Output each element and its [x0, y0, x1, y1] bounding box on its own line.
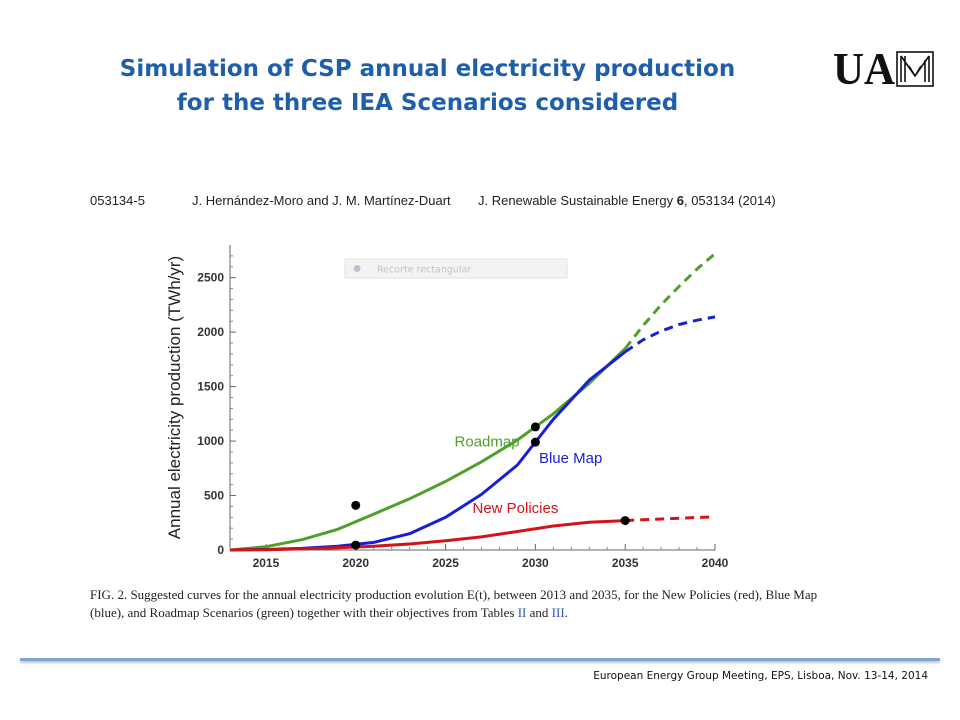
paper-article-id: 053134-5	[90, 193, 145, 208]
chart-series-labels: Roadmap Blue Map New Policies	[455, 434, 603, 517]
electricity-production-chart: Recorte rectangular 0 500 1000 1500 2000 2500…	[165, 245, 729, 570]
figure-caption: FIG. 2. Suggested curves for the annual …	[90, 586, 820, 622]
caption-text: FIG. 2. Suggested curves for the annual …	[90, 587, 818, 620]
new-policies-label: New Policies	[473, 500, 559, 517]
paper-journal-prefix: J. Renewable Sustainable Energy	[478, 193, 677, 208]
paper-journal-suffix: , 053134 (2014)	[683, 193, 776, 208]
y-axis-label: Annual electricity production (TWh/yr)	[165, 256, 184, 539]
blue-map-label: Blue Map	[539, 450, 602, 467]
paper-journal: J. Renewable Sustainable Energy 6, 05313…	[478, 193, 776, 208]
slide-title: Simulation of CSP annual electricity pro…	[60, 52, 795, 120]
x-tick-label: 2025	[432, 556, 459, 570]
objective-point	[351, 540, 361, 550]
objective-point	[530, 422, 540, 432]
footer-divider	[20, 658, 940, 661]
x-tick-label: 2020	[342, 556, 369, 570]
caption-and: and	[526, 605, 552, 620]
caption-end: .	[564, 605, 568, 620]
slide-title-line2: for the three IEA Scenarios considered	[176, 90, 679, 116]
uam-logo-m-mark	[896, 51, 934, 87]
caption-ref-table-2[interactable]: II	[517, 605, 527, 620]
roadmap-projection-line	[624, 252, 716, 350]
x-tick-label: 2035	[612, 556, 639, 570]
snip-overlay-box	[344, 258, 568, 279]
uam-logo-letters: UA	[833, 46, 895, 90]
x-tick-label: 2040	[702, 556, 729, 570]
paper-journal-volume: 6	[676, 193, 684, 208]
paper-authors: J. Hernández-Moro and J. M. Martínez-Dua…	[192, 193, 451, 208]
y-tick-label: 2500	[197, 271, 224, 285]
snip-overlay: Recorte rectangular	[344, 258, 568, 279]
x-tick-label: 2015	[253, 556, 280, 570]
chart-objectives	[351, 422, 630, 550]
paper-header: 053134-5 J. Hernández-Moro and J. M. Mar…	[90, 193, 830, 213]
roadmap-line	[229, 347, 627, 552]
x-tick-label: 2030	[522, 556, 549, 570]
y-tick-label: 1000	[197, 434, 224, 448]
caption-ref-table-3[interactable]: III	[551, 605, 565, 620]
blue-map-projection-line	[624, 315, 716, 354]
roadmap-label: Roadmap	[455, 434, 520, 451]
new-policies-line	[229, 519, 626, 552]
objective-point	[351, 500, 361, 510]
chart-series	[229, 252, 716, 552]
new-policies-projection-line	[625, 515, 716, 523]
snip-overlay-icon	[353, 265, 361, 272]
y-tick-label: 500	[204, 489, 224, 503]
chart-axes: 0 500 1000 1500 2000 2500 2015 2020 2025 2030 2035…	[165, 245, 729, 570]
y-tick-label: 1500	[197, 380, 224, 394]
uam-logo: UA	[833, 46, 934, 90]
y-tick-label: 0	[217, 543, 224, 557]
objective-point	[620, 516, 630, 526]
y-tick-label: 2000	[197, 325, 224, 339]
objective-point	[530, 437, 540, 447]
slide-title-line1: Simulation of CSP annual electricity pro…	[119, 56, 736, 82]
snip-overlay-label: Recorte rectangular	[377, 265, 471, 276]
footer-text: European Energy Group Meeting, EPS, Lisb…	[593, 670, 928, 682]
